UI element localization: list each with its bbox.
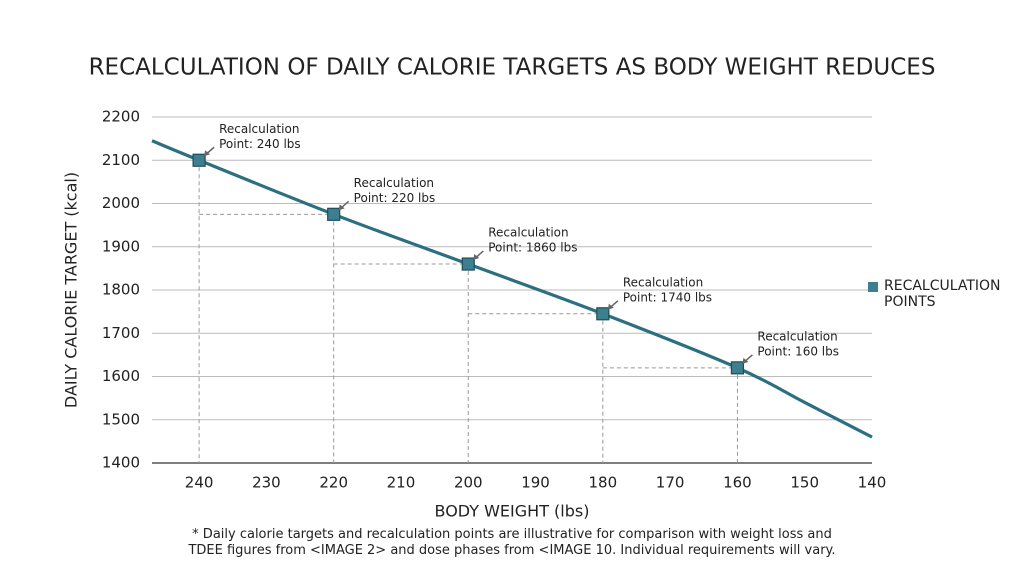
y-tick-label: 2000 — [102, 194, 140, 212]
footnote: * Daily calorie targets and recalculatio… — [0, 527, 1024, 559]
x-tick-label: 240 — [185, 474, 214, 492]
x-tick-label: 210 — [387, 474, 416, 492]
trend-line — [151, 139, 873, 439]
x-tick-label: 230 — [252, 474, 281, 492]
annotation-arrowhead — [473, 254, 480, 261]
annotation-arrowhead — [338, 204, 345, 211]
y-axis-label: DAILY CALORIE TARGET (kcal) — [62, 172, 81, 408]
x-axis-label: BODY WEIGHT (lbs) — [435, 502, 590, 521]
annotation: Point: 1740 lbs — [623, 290, 712, 304]
recalc-point — [730, 361, 745, 375]
y-tick-label: 1600 — [102, 367, 140, 385]
annotation: Recalculation — [354, 176, 434, 190]
footnote-line: TDEE figures from <IMAGE 2> and dose pha… — [188, 543, 836, 558]
annotation: Recalculation — [757, 329, 837, 343]
x-tick-label: 180 — [589, 474, 618, 492]
y-tick-label: 2100 — [102, 151, 140, 169]
y-tick-label: 1500 — [102, 410, 140, 428]
annotation: Recalculation — [623, 275, 703, 289]
x-tick-label: 150 — [790, 474, 819, 492]
annotation-arrowhead — [742, 357, 749, 364]
footnote-line: * Daily calorie targets and recalculatio… — [192, 527, 832, 542]
y-tick-label: 1400 — [102, 454, 140, 472]
y-tick-label: 2200 — [102, 108, 140, 126]
y-tick-label: 1900 — [102, 237, 140, 255]
x-tick-label: 160 — [723, 474, 752, 492]
annotation: Point: 1860 lbs — [488, 241, 577, 255]
annotation: Point: 220 lbs — [354, 191, 436, 205]
x-tick-label: 140 — [858, 474, 887, 492]
annotation: Recalculation — [219, 122, 299, 136]
annotation: Point: 160 lbs — [757, 344, 839, 358]
chart-title: RECALCULATION OF DAILY CALORIE TARGETS A… — [89, 55, 936, 81]
annotation-arrowhead — [204, 150, 211, 157]
recalc-point — [192, 153, 206, 167]
annotation: Recalculation — [488, 226, 568, 240]
x-tick-label: 190 — [521, 474, 550, 492]
legend-label: RECALCULATION POINTS — [884, 278, 1001, 310]
x-tick-label: 220 — [319, 474, 348, 492]
recalc-point — [461, 257, 475, 271]
annotation: Point: 240 lbs — [219, 137, 301, 151]
annotation-arrowhead — [607, 303, 614, 310]
y-tick-label: 1800 — [102, 281, 140, 299]
x-tick-label: 170 — [656, 474, 685, 492]
y-tick-label: 1700 — [102, 324, 140, 342]
legend-swatch — [868, 282, 878, 292]
legend: RECALCULATION POINTS — [868, 278, 1018, 310]
recalc-point — [327, 207, 341, 221]
recalc-point — [596, 307, 610, 321]
x-tick-label: 200 — [454, 474, 483, 492]
